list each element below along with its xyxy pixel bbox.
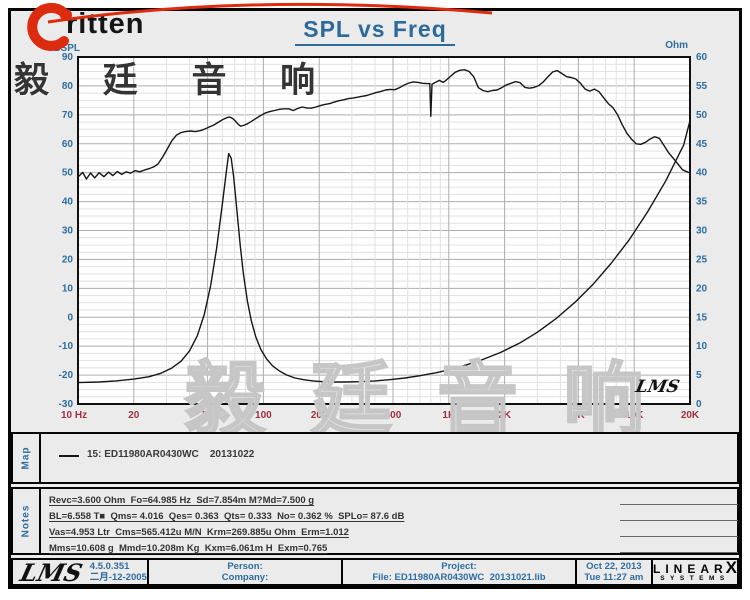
notes-blank-line [620, 520, 738, 521]
curve-legend-line [59, 455, 79, 457]
project-label: Project: [441, 561, 477, 572]
notes-label-strip: Notes [13, 489, 41, 553]
svg-text:-10: -10 [59, 341, 74, 352]
linearx-x: X [725, 558, 737, 577]
svg-text:200: 200 [311, 410, 328, 421]
svg-text:40: 40 [696, 168, 708, 179]
svg-text:10 Hz: 10 Hz [61, 410, 87, 421]
svg-text:50: 50 [62, 168, 74, 179]
svg-text:Ohm: Ohm [665, 40, 688, 51]
svg-text:10: 10 [696, 341, 708, 352]
footer-bar: LMS 4.5.0.351 二月-12-2005 Person: Company… [11, 557, 739, 587]
lms-version: 4.5.0.351 [89, 561, 130, 572]
lms-date: 二月-12-2005 [89, 572, 147, 583]
svg-text:15: 15 [696, 312, 708, 323]
svg-text:5: 5 [696, 370, 702, 381]
file-label: File: ED11980AR0430WC 20131021.lib [372, 572, 546, 583]
svg-text:35: 35 [696, 197, 708, 208]
svg-text:50: 50 [202, 410, 214, 421]
notes-line-1: Revc=3.600 Ohm Fo=64.985 Hz Sd=7.854m M?… [49, 495, 315, 506]
linearx-main: LINEAR [652, 562, 728, 576]
svg-text:10: 10 [62, 283, 74, 294]
svg-text:80: 80 [62, 81, 74, 92]
svg-text:20K: 20K [681, 410, 700, 421]
svg-text:30: 30 [696, 226, 708, 237]
report-date: Oct 22, 2013 [586, 561, 642, 572]
footer-datetime-box: Oct 22, 2013 Tue 11:27 am [577, 560, 653, 584]
svg-text:20: 20 [128, 410, 140, 421]
person-label: Person: [227, 561, 263, 572]
svg-text:0: 0 [696, 399, 702, 410]
svg-text:45: 45 [696, 139, 708, 150]
svg-text:90: 90 [62, 52, 74, 63]
notes-line-3: Vas=4.953 Ltr Cms=565.412u M/N Krm=269.8… [49, 527, 349, 538]
notes-line-4: Mms=10.608 g Mmd=10.208m Kg Kxm=6.061m H… [49, 543, 328, 554]
notes-line-2: BL=6.558 T■ Qms= 4.016 Qes= 0.363 Qts= 0… [49, 511, 405, 522]
linearx-logo: LINEARX SYSTEMS [652, 558, 737, 584]
notes-label: Notes [20, 504, 32, 538]
map-entry: 15: ED11980AR0430WC 20131022 [87, 449, 255, 460]
svg-text:40: 40 [62, 197, 74, 208]
svg-text:100: 100 [255, 410, 272, 421]
svg-text:55: 55 [696, 81, 708, 92]
svg-text:60: 60 [62, 139, 74, 150]
footer-project-box: Project: File: ED11980AR0430WC 20131021.… [343, 560, 577, 584]
svg-text:0: 0 [67, 312, 73, 323]
map-label-strip: Map [13, 434, 41, 482]
svg-text:20: 20 [696, 283, 708, 294]
svg-text:5K: 5K [572, 410, 586, 421]
notes-panel: Notes Revc=3.600 Ohm Fo=64.985 Hz Sd=7.8… [11, 487, 739, 555]
company-label: Company: [221, 572, 269, 583]
notes-blank-line [620, 552, 738, 553]
page-title: SPL vs Freq [0, 16, 750, 46]
notes-blank-line [620, 504, 738, 505]
lms-footer-logo: LMS [17, 557, 86, 587]
svg-text:25: 25 [696, 254, 708, 265]
lms-chart-logo: LMS [633, 377, 682, 397]
svg-text:50: 50 [696, 110, 708, 121]
watermark-top: 毅 廷 音 响 [14, 61, 338, 100]
report-time: Tue 11:27 am [584, 572, 644, 583]
svg-text:-20: -20 [59, 370, 74, 381]
spl-vs-freq-chart: 9080706050403020100-10-20-30605550454035… [47, 40, 708, 421]
svg-text:500: 500 [385, 410, 402, 421]
svg-text:60: 60 [696, 52, 708, 63]
svg-text:1K: 1K [442, 410, 456, 421]
svg-text:2K: 2K [498, 410, 512, 421]
map-panel: Map 15: ED11980AR0430WC 20131022 [11, 432, 739, 484]
svg-text:70: 70 [62, 110, 74, 121]
watermark-bottom: 毅 廷 音 响 [184, 355, 656, 447]
notes-blank-line [620, 536, 738, 537]
linearx-systems: SYSTEMS [660, 575, 730, 582]
footer-person-box: Person: Company: [149, 560, 344, 584]
footer-lms-box: LMS 4.5.0.351 二月-12-2005 [13, 557, 149, 587]
svg-text:30: 30 [62, 226, 74, 237]
svg-text:-30: -30 [59, 399, 74, 410]
svg-text:20: 20 [62, 254, 74, 265]
svg-text:10K: 10K [625, 410, 644, 421]
map-label: Map [20, 446, 32, 470]
